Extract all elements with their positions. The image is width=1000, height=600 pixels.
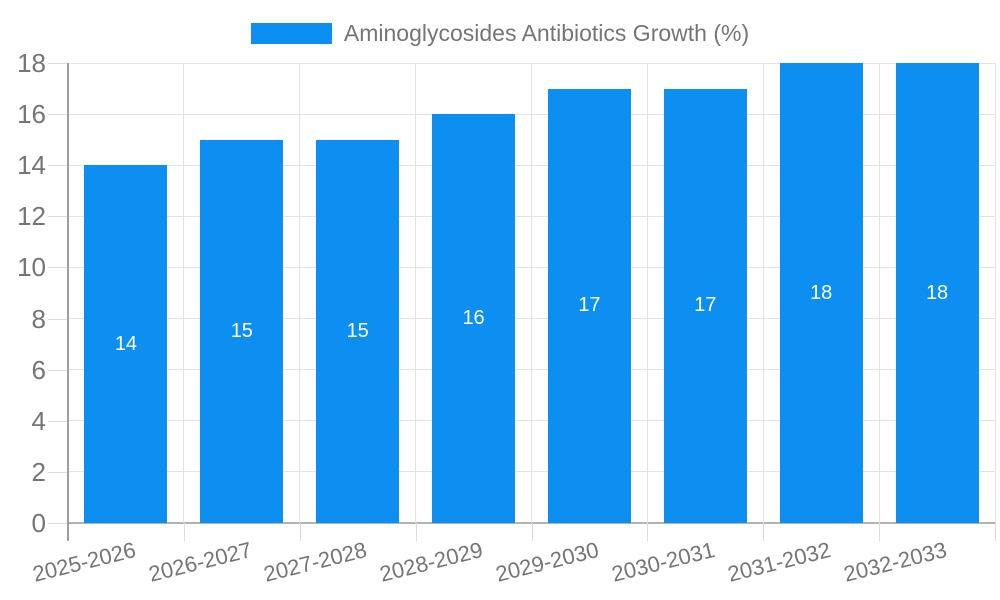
y-axis-label: 6: [31, 354, 46, 385]
x-gridline: [415, 63, 417, 523]
y-tick: [48, 523, 68, 524]
bar-2031-2032: 18: [779, 63, 863, 523]
y-axis-label: 2: [31, 456, 46, 487]
x-gridline: [646, 63, 648, 523]
bar-2027-2028: 15: [316, 139, 400, 523]
x-tick: [531, 523, 533, 541]
y-axis-label: 14: [17, 150, 46, 181]
x-gridline: [531, 63, 532, 523]
y-tick: [48, 420, 68, 422]
bar-value-label: 17: [694, 294, 717, 317]
legend-item[interactable]: Aminoglycosides Antibiotics Growth (%): [0, 20, 1000, 46]
bar-value-label: 18: [810, 281, 833, 304]
x-tick: [299, 523, 301, 541]
x-axis-label: 2026-2027: [145, 537, 254, 587]
bar-2028-2029: 16: [432, 114, 516, 523]
y-tick: [48, 369, 68, 371]
bar-value-label: 16: [462, 307, 485, 330]
x-axis-label: 2031-2032: [725, 537, 834, 587]
y-tick: [48, 165, 68, 167]
bar-2030-2031: 17: [663, 88, 747, 523]
x-gridline: [994, 63, 996, 523]
bar-value-label: 17: [578, 294, 601, 317]
x-axis-label: 2028-2029: [377, 537, 486, 587]
x-axis-label: 2032-2033: [840, 537, 950, 587]
x-tick: [647, 523, 649, 541]
x-axis-label: 2029-2030: [493, 537, 602, 587]
bar-value-label: 14: [114, 332, 138, 355]
y-axis-label: 8: [31, 303, 46, 334]
x-tick: [415, 523, 417, 541]
y-tick: [48, 471, 68, 473]
x-tick: [183, 523, 185, 541]
y-axis-label: 12: [17, 201, 46, 232]
x-gridline: [762, 63, 764, 523]
bar-2029-2030: 17: [547, 88, 631, 523]
legend-swatch: [250, 22, 332, 44]
bar-value-label: 18: [925, 281, 949, 304]
x-tick: [995, 523, 996, 541]
y-axis-label: 18: [17, 48, 46, 78]
legend-label: Aminoglycosides Antibiotics Growth (%): [343, 20, 750, 46]
x-gridline: [878, 63, 880, 523]
y-tick: [48, 216, 68, 218]
y-axis-label: 0: [31, 508, 46, 538]
bar-2032-2033: 18: [895, 63, 979, 523]
bar-value-label: 15: [230, 319, 253, 342]
y-axis-line: [67, 63, 69, 541]
x-gridline: [183, 63, 185, 523]
x-tick: [879, 523, 881, 541]
x-axis-label: 2025-2026: [29, 537, 138, 587]
y-tick: [48, 267, 68, 269]
bar-value-label: 15: [346, 319, 369, 342]
x-gridline: [299, 63, 301, 523]
bar-2026-2027: 15: [200, 139, 284, 523]
y-tick: [48, 318, 68, 320]
y-axis-label: 10: [17, 252, 46, 283]
y-tick: [48, 114, 68, 116]
x-axis-label: 2030-2031: [609, 537, 718, 587]
bar-2025-2026: 14: [84, 165, 168, 523]
y-axis-label: 16: [17, 99, 46, 130]
y-tick: [48, 63, 68, 64]
x-axis-label: 2027-2028: [261, 537, 370, 587]
y-axis-label: 4: [31, 405, 46, 436]
x-tick: [763, 523, 765, 541]
